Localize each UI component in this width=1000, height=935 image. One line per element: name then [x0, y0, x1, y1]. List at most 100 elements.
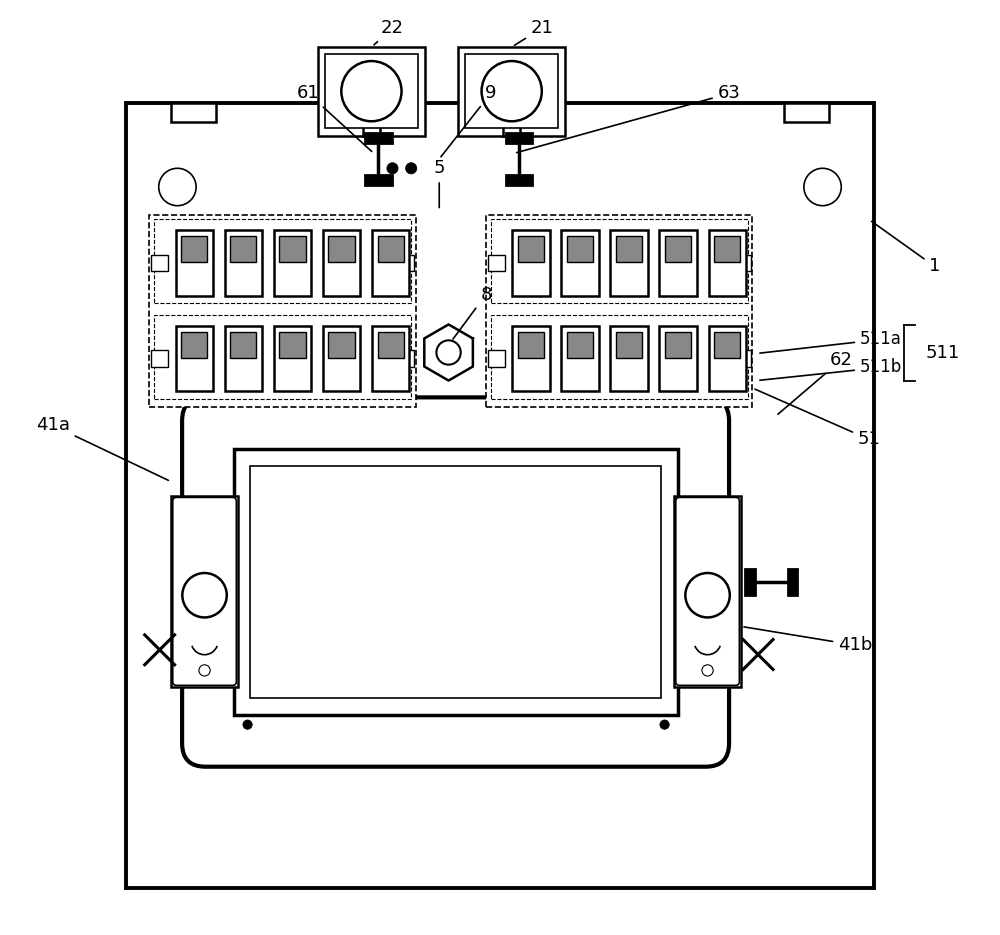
Bar: [745, 568, 755, 595]
Text: 21: 21: [515, 19, 554, 45]
Bar: [151, 254, 168, 271]
Bar: [486, 215, 752, 407]
Bar: [665, 236, 691, 262]
Bar: [181, 332, 207, 358]
Circle shape: [159, 168, 196, 206]
Circle shape: [199, 665, 210, 676]
Bar: [176, 230, 213, 295]
Bar: [323, 230, 360, 295]
Bar: [616, 332, 642, 358]
Circle shape: [685, 573, 730, 617]
Bar: [512, 326, 550, 392]
Bar: [518, 332, 544, 358]
Circle shape: [660, 720, 669, 729]
Bar: [610, 326, 648, 392]
Text: 61: 61: [297, 84, 372, 151]
Bar: [488, 254, 505, 271]
Bar: [279, 332, 306, 358]
FancyBboxPatch shape: [173, 497, 236, 685]
Text: 1: 1: [872, 222, 940, 276]
Bar: [714, 236, 740, 262]
Bar: [709, 326, 746, 392]
Bar: [250, 466, 661, 698]
Bar: [714, 332, 740, 358]
Bar: [659, 326, 697, 392]
Bar: [126, 103, 874, 888]
Text: 511a: 511a: [760, 330, 902, 353]
Bar: [149, 215, 416, 407]
Bar: [788, 568, 797, 595]
Bar: [328, 236, 355, 262]
Bar: [659, 230, 697, 295]
FancyBboxPatch shape: [676, 497, 739, 685]
Circle shape: [482, 61, 542, 122]
Bar: [171, 496, 238, 687]
Bar: [230, 236, 256, 262]
Bar: [488, 351, 505, 367]
Bar: [491, 314, 748, 399]
Bar: [784, 103, 829, 122]
Bar: [674, 496, 741, 687]
Circle shape: [387, 163, 398, 174]
Bar: [491, 219, 748, 303]
Text: 8: 8: [453, 285, 492, 339]
Bar: [230, 332, 256, 358]
Bar: [151, 351, 168, 367]
Bar: [171, 103, 216, 122]
Polygon shape: [424, 324, 473, 381]
Bar: [154, 219, 411, 303]
Text: 22: 22: [374, 19, 404, 45]
Bar: [465, 54, 558, 128]
Circle shape: [436, 340, 461, 365]
Text: 9: 9: [441, 84, 496, 157]
Bar: [397, 254, 414, 271]
Bar: [734, 254, 751, 271]
Text: 62: 62: [778, 351, 853, 414]
Bar: [561, 230, 599, 295]
Bar: [365, 134, 392, 143]
Bar: [567, 236, 593, 262]
Circle shape: [341, 61, 402, 122]
Bar: [365, 176, 392, 185]
Bar: [397, 351, 414, 367]
Circle shape: [406, 163, 417, 174]
Bar: [665, 332, 691, 358]
Bar: [372, 230, 409, 295]
FancyBboxPatch shape: [182, 397, 729, 767]
Bar: [378, 332, 404, 358]
Bar: [318, 47, 425, 136]
Text: 5: 5: [433, 159, 445, 208]
Circle shape: [702, 665, 713, 676]
Bar: [734, 351, 751, 367]
Bar: [274, 230, 311, 295]
Bar: [567, 332, 593, 358]
Bar: [181, 236, 207, 262]
Text: 511b: 511b: [760, 358, 902, 381]
Circle shape: [182, 573, 227, 617]
Bar: [225, 326, 262, 392]
Circle shape: [243, 720, 252, 729]
Bar: [610, 230, 648, 295]
Bar: [323, 326, 360, 392]
Text: 51: 51: [755, 389, 881, 449]
Bar: [325, 54, 418, 128]
Bar: [506, 176, 532, 185]
Bar: [176, 326, 213, 392]
Bar: [561, 326, 599, 392]
Bar: [458, 47, 565, 136]
Bar: [372, 326, 409, 392]
Bar: [279, 236, 306, 262]
Bar: [225, 230, 262, 295]
Bar: [616, 236, 642, 262]
Bar: [363, 104, 380, 136]
Text: 511: 511: [925, 344, 960, 363]
Bar: [274, 326, 311, 392]
Bar: [234, 449, 678, 715]
Text: 63: 63: [517, 84, 741, 152]
Text: 41b: 41b: [744, 626, 872, 654]
Bar: [709, 230, 746, 295]
Circle shape: [804, 168, 841, 206]
Bar: [328, 332, 355, 358]
Text: 41a: 41a: [36, 416, 168, 481]
Bar: [503, 104, 520, 136]
